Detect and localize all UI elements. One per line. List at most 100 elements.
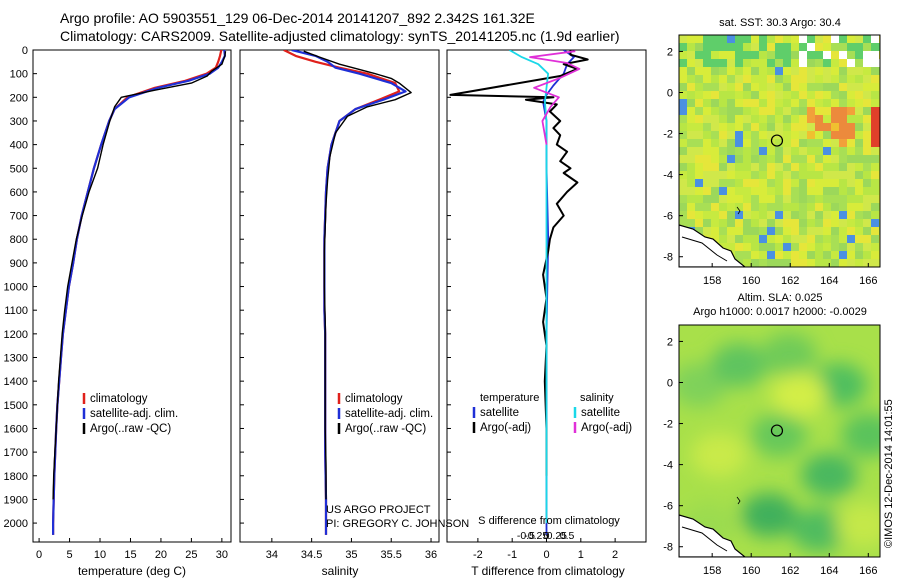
sst-map-title: sat. SST: 30.3 Argo: 30.4 <box>719 17 841 29</box>
difference-panel: -2 -1 0 1 2 T difference from climatology -0.5… <box>446 49 647 578</box>
sst-cell <box>831 227 839 235</box>
sst-cell <box>807 195 815 203</box>
sst-cell <box>839 43 847 51</box>
legend-label: satellite-adj. clim. <box>90 408 178 420</box>
sst-cell <box>711 115 719 123</box>
sst-cell <box>823 171 831 179</box>
sst-cell <box>775 155 783 163</box>
sst-cell <box>823 211 831 219</box>
series-line-s-argo <box>529 50 581 145</box>
sst-cell <box>815 227 823 235</box>
map-x-tick-label: 158 <box>703 275 721 287</box>
sst-cell <box>791 235 799 243</box>
sst-cell <box>759 75 767 83</box>
sst-cell <box>863 235 871 243</box>
sst-cell <box>703 123 711 131</box>
sst-cell <box>727 75 735 83</box>
sst-cell <box>743 67 751 75</box>
sst-cell <box>831 59 839 67</box>
sst-cell <box>807 219 815 227</box>
sst-cell <box>855 147 863 155</box>
sst-cell <box>823 147 831 155</box>
sst-cell <box>791 195 799 203</box>
sst-cell <box>807 139 815 147</box>
sst-cell <box>727 115 735 123</box>
sst-cell <box>839 99 847 107</box>
legend-label: Argo(..raw -QC) <box>90 423 171 435</box>
series-group <box>449 50 589 535</box>
sst-cell <box>783 187 791 195</box>
sst-cell <box>807 115 815 123</box>
sst-cell <box>839 179 847 187</box>
sst-cell <box>871 99 879 107</box>
sst-cell <box>847 251 855 259</box>
sst-cell <box>711 219 719 227</box>
sst-cell <box>823 235 831 243</box>
sst-cell <box>767 91 775 99</box>
sst-cell <box>687 187 695 195</box>
sst-cell <box>719 155 727 163</box>
legend-label: Argo(..raw -QC) <box>345 423 426 435</box>
sst-cell <box>783 99 791 107</box>
sst-cell <box>855 131 863 139</box>
sst-cell <box>695 187 703 195</box>
map-y-tick-label: 0 <box>667 87 673 99</box>
x2-tick-label: 0.25 <box>547 530 568 542</box>
sla-blob <box>771 373 827 417</box>
sst-cell <box>855 59 863 67</box>
sst-cell <box>743 171 751 179</box>
sst-cell <box>855 227 863 235</box>
sst-cell <box>767 195 775 203</box>
sst-cell <box>839 259 847 267</box>
sst-cell <box>791 187 799 195</box>
sst-cell <box>839 187 847 195</box>
sst-cell <box>831 243 839 251</box>
sst-cell <box>871 147 879 155</box>
sst-cell <box>711 155 719 163</box>
sst-cell <box>863 171 871 179</box>
sst-cell <box>703 67 711 75</box>
sst-cell <box>783 147 791 155</box>
sst-cell <box>791 131 799 139</box>
sst-cell <box>703 91 711 99</box>
sst-cell <box>791 59 799 67</box>
sst-cell <box>727 163 735 171</box>
sst-cell <box>847 171 855 179</box>
sst-cell <box>695 99 703 107</box>
map-x-tick-label: 162 <box>781 275 799 287</box>
sst-cell <box>775 91 783 99</box>
sst-cell <box>783 91 791 99</box>
sst-cell <box>751 155 759 163</box>
sst-cell <box>759 219 767 227</box>
sst-cell <box>751 91 759 99</box>
sst-cell <box>759 51 767 59</box>
sst-cell <box>775 51 783 59</box>
sst-cell <box>791 147 799 155</box>
sst-cell <box>871 227 879 235</box>
sst-cell <box>767 75 775 83</box>
sst-cell <box>679 83 687 91</box>
sla-map-title: Altim. SLA: 0.025 <box>738 292 823 304</box>
sst-cell <box>807 243 815 251</box>
sst-cell <box>727 227 735 235</box>
sst-cell <box>687 171 695 179</box>
sst-cell <box>791 107 799 115</box>
sst-cell <box>807 155 815 163</box>
x-tick-label: 34 <box>266 549 278 561</box>
sst-cell <box>743 59 751 67</box>
sst-cell <box>799 235 807 243</box>
sst-cell <box>855 51 863 59</box>
sst-cell <box>815 251 823 259</box>
sst-cell <box>799 67 807 75</box>
series-line-argo <box>52 51 227 500</box>
sst-cell <box>847 67 855 75</box>
sst-cell <box>711 195 719 203</box>
sst-cell <box>847 59 855 67</box>
x-tick-label: -2 <box>473 549 483 561</box>
sst-cell <box>863 59 871 67</box>
sst-cell <box>735 147 743 155</box>
y-tick-label: 1300 <box>4 353 28 365</box>
y-tick-label: 1600 <box>4 423 28 435</box>
sst-cell <box>791 91 799 99</box>
sst-cell <box>767 155 775 163</box>
